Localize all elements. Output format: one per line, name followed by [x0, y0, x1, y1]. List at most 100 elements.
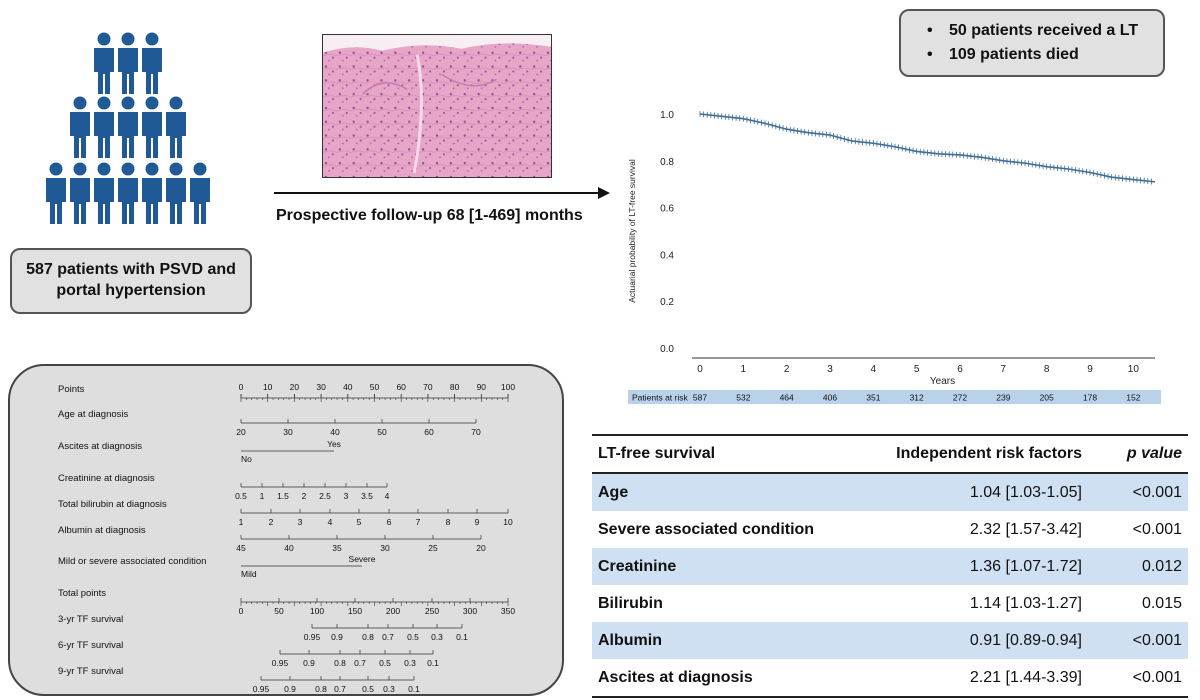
nomogram-tick-label: 0.1 [456, 632, 468, 642]
p-cell: 0.015 [1141, 594, 1182, 612]
histology-image [322, 34, 552, 178]
nomogram-tick-label: 50 [377, 427, 387, 437]
nomogram-row: 3-yr TF survival 0.95 0.9 0.8 0.7 0.5 0.3 0.1 [58, 614, 468, 642]
nomogram-tick-label: 20 [476, 543, 486, 553]
nomogram-tick-label: 0.5 [235, 491, 247, 501]
patients-at-risk-value: 152 [1126, 393, 1140, 403]
person-icon [190, 162, 210, 224]
nomogram-tick-label: 1 [239, 517, 244, 527]
y-axis-label: Actuarial probability of LT-free surviva… [627, 159, 637, 303]
nomogram-tick-label: 350 [501, 606, 515, 616]
nomogram-tick-label: 0.9 [331, 632, 343, 642]
nomogram-tick-label: 6 [387, 517, 392, 527]
p-cell: <0.001 [1132, 520, 1182, 538]
nomogram-tick-label: 10 [263, 382, 273, 392]
nomogram-tick-label: 5 [357, 517, 362, 527]
nomogram-row-label: Creatinine at diagnosis [58, 473, 155, 484]
hr-cell: 0.91 [0.89-0.94] [866, 622, 1088, 659]
nomogram-tick-label: 30 [316, 382, 326, 392]
person-icon [94, 162, 114, 224]
y-tick-label: 0.0 [660, 344, 674, 355]
nomogram-tick-label: 20 [236, 427, 246, 437]
outcome-item: • 109 patients died [927, 46, 1079, 63]
nomogram-tick-label: 0 [239, 382, 244, 392]
nomogram-row: Creatinine at diagnosis 0.5 1 1.5 2 2.5 3 3.5 4 [58, 473, 390, 501]
nomogram-tick-label: 0.1 [408, 684, 420, 694]
nomogram-tick-label: 0.8 [315, 684, 327, 694]
nomogram-row: 6-yr TF survival 0.95 0.9 0.8 0.7 0.5 0.3 0.1 [58, 640, 439, 668]
person-icon [46, 162, 66, 224]
patients-at-risk-band [628, 390, 1161, 404]
y-tick-label: 0.8 [660, 157, 674, 168]
nomogram-tick-label: 50 [370, 382, 380, 392]
y-tick-label: 0.6 [660, 204, 674, 215]
nomogram-tick-label: 35 [332, 543, 342, 553]
censor-marks [699, 111, 1152, 185]
nomogram-tick-label: 45 [236, 543, 246, 553]
x-tick-label: 4 [871, 364, 877, 375]
person-icon [142, 162, 162, 224]
nomogram-tick-label: 0.5 [379, 658, 391, 668]
nomogram-row-label: Points [58, 384, 85, 395]
nomogram-tick-label: 4 [328, 517, 333, 527]
table-row: Albumin 0.91 [0.89-0.94] <0.001 [592, 622, 1188, 659]
x-tick-label: 3 [827, 364, 833, 375]
nomogram-row: Age at diagnosis 20 30 40 50 60 70 [58, 409, 481, 437]
nomogram-row-label: 9-yr TF survival [58, 666, 123, 677]
x-tick-label: 0 [697, 364, 703, 375]
factor-cell: Bilirubin [598, 594, 663, 612]
patients-at-risk-value: 532 [736, 393, 750, 403]
x-tick-label: 5 [914, 364, 920, 375]
nomogram-row: Points 0 10 20 30 40 50 60 70 80 90 100 [58, 382, 515, 402]
nomogram-row-label: 6-yr TF survival [58, 640, 123, 651]
nomogram-tick-label: 40 [343, 382, 353, 392]
nomogram-tick-label: 100 [310, 606, 324, 616]
hr-cell: 2.32 [1.57-3.42] [969, 520, 1082, 538]
hr-cell: 1.14 [1.03-1.27] [969, 594, 1082, 612]
survival-chart: 0.0 0.2 0.4 0.6 0.8 1.0 0 1 2 3 4 5 6 7 8 9 10 Years Actua… [627, 110, 1161, 404]
y-tick-label: 0.4 [660, 250, 674, 261]
nomogram-tick-label: 3.5 [361, 491, 373, 501]
nomogram-tick-label: 0.8 [334, 658, 346, 668]
nomogram-tick-label: 0 [239, 606, 244, 616]
nomogram-tick-label: 0.3 [383, 684, 395, 694]
patients-at-risk-value: 312 [910, 393, 924, 403]
p-cell: <0.001 [1088, 659, 1188, 698]
table-row: Creatinine 1.36 [1.07-1.72] 0.012 [592, 548, 1188, 585]
nomogram-tick-label: 40 [330, 427, 340, 437]
nomogram-tick-label: 70 [423, 382, 433, 392]
patients-at-risk-value: 587 [693, 393, 707, 403]
x-tick-label: 7 [1001, 364, 1007, 375]
factor-cell: Creatinine [592, 548, 866, 585]
outcome-item: • 50 patients received a LT [927, 22, 1139, 39]
nomogram-panel [8, 364, 564, 696]
patients-at-risk-value: 239 [996, 393, 1010, 403]
factor-cell: Albumin [592, 622, 866, 659]
nomogram-row-label: Age at diagnosis [58, 409, 128, 420]
nomogram-tick-label: 2 [302, 491, 307, 501]
nomogram-tick-label: Mild [241, 569, 257, 579]
nomogram-tick-label: 8 [446, 517, 451, 527]
factor-cell: Severe associated condition [598, 520, 815, 538]
x-axis-label: Years [930, 376, 955, 387]
x-tick-label: 1 [741, 364, 747, 375]
person-icon [118, 162, 138, 224]
nomogram-tick-label: 1 [260, 491, 265, 501]
p-value-header-text: p value [1126, 445, 1182, 462]
nomogram-tick-label: No [241, 454, 252, 464]
nomogram-tick-label: 9 [475, 517, 480, 527]
person-icon [118, 32, 138, 94]
nomogram-row-label: Ascites at diagnosis [58, 441, 142, 452]
col-header-p-value: p value [1088, 434, 1188, 474]
nomogram-tick-label: 0.7 [334, 684, 346, 694]
nomogram-tick-label: 50 [274, 606, 284, 616]
nomogram-tick-label: 0.9 [303, 658, 315, 668]
nomogram-tick-label: Severe [349, 554, 376, 564]
outcome-text: 50 patients received a LT [949, 22, 1139, 39]
nomogram-row: Albumin at diagnosis 45 40 35 30 25 20 [58, 525, 486, 553]
nomogram-row-label: Total points [58, 588, 106, 599]
nomogram-tick-label: 0.1 [427, 658, 439, 668]
followup-arrow [274, 187, 610, 199]
x-tick-label: 10 [1128, 364, 1140, 375]
